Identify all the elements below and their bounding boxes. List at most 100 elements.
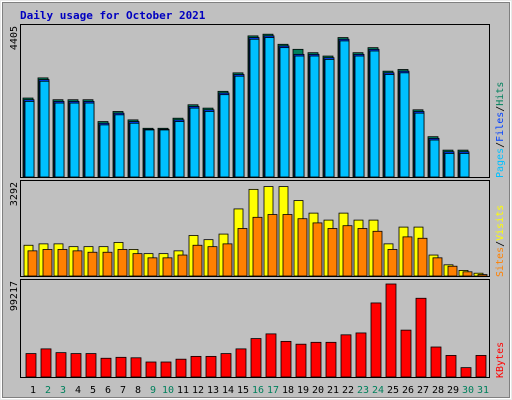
pages-bar-day-1 — [24, 101, 35, 178]
kbytes-bar-day-17 — [265, 333, 277, 378]
pages-bar-day-25 — [384, 74, 395, 178]
pages-bar-day-3 — [54, 102, 65, 178]
day-label-27: 27 — [417, 385, 429, 396]
hits-files-pages-max-label: 4405 — [9, 26, 20, 50]
day-label-9: 9 — [150, 385, 156, 396]
pages-bar-day-7 — [114, 114, 125, 178]
pages-bar-day-22 — [339, 40, 350, 178]
sites-bar-day-28 — [432, 257, 443, 277]
kbytes-bar-day-12 — [190, 355, 202, 378]
visits-sites-max-label: 3292 — [9, 182, 20, 206]
pages-bar-day-24 — [369, 50, 380, 178]
pages-bar-day-17 — [264, 37, 275, 178]
pages-bar-day-4 — [69, 102, 80, 178]
sites-bar-day-15 — [237, 228, 248, 277]
pages-bar-day-11 — [174, 121, 185, 178]
kbytes-bar-day-18 — [280, 340, 292, 378]
chart-title: Daily usage for October 2021 — [20, 9, 206, 22]
day-label-23: 23 — [357, 385, 369, 396]
sites-bar-day-14 — [222, 243, 233, 277]
day-label-24: 24 — [372, 385, 384, 396]
kbytes-bar-day-31 — [475, 355, 487, 378]
hits-files-pages-legend: Pages/Files/Hits — [495, 82, 506, 178]
kbytes-bar-day-28 — [430, 346, 442, 378]
day-label-3: 3 — [60, 385, 66, 396]
day-label-11: 11 — [177, 385, 189, 396]
sites-bar-day-12 — [192, 244, 203, 277]
sites-bar-day-6 — [102, 251, 113, 277]
kbytes-bar-day-5 — [85, 353, 97, 378]
day-label-17: 17 — [267, 385, 279, 396]
sites-bar-day-11 — [177, 254, 188, 277]
day-label-1: 1 — [30, 385, 36, 396]
sites-bar-day-17 — [267, 214, 278, 277]
sites-bar-day-30 — [462, 271, 473, 277]
pages-bar-day-5 — [84, 102, 95, 178]
kbytes-bar-day-16 — [250, 338, 262, 378]
kbytes-bar-day-1 — [25, 353, 37, 378]
day-label-31: 31 — [477, 385, 489, 396]
sites-bar-day-3 — [57, 249, 68, 277]
pages-bar-day-23 — [354, 55, 365, 178]
kbytes-bar-day-29 — [445, 355, 457, 378]
day-label-4: 4 — [75, 385, 81, 396]
kbytes-bar-day-4 — [70, 353, 82, 378]
sites-bar-day-18 — [282, 214, 293, 277]
sites-bar-day-2 — [42, 249, 53, 277]
day-label-13: 13 — [207, 385, 219, 396]
kbytes-bar-day-6 — [100, 357, 112, 378]
kbytes-bar-day-3 — [55, 352, 67, 378]
kbytes-bar-day-9 — [145, 361, 157, 378]
sites-bar-day-8 — [132, 253, 143, 277]
pages-bar-day-21 — [324, 59, 335, 178]
pages-bar-day-13 — [204, 111, 215, 178]
sites-bar-day-16 — [252, 216, 263, 277]
pages-bar-day-12 — [189, 107, 200, 178]
pages-bar-day-9 — [144, 129, 155, 178]
sites-bar-day-13 — [207, 246, 218, 277]
pages-bar-day-30 — [459, 153, 470, 178]
sites-bar-day-9 — [147, 257, 158, 277]
kbytes-bar-day-14 — [220, 353, 232, 378]
kbytes-bar-day-30 — [460, 367, 472, 378]
day-label-8: 8 — [135, 385, 141, 396]
pages-bar-day-8 — [129, 122, 140, 178]
kbytes-panel: 99217 KBytes — [9, 279, 506, 378]
pages-bar-day-28 — [429, 139, 440, 178]
day-label-29: 29 — [447, 385, 459, 396]
kbytes-bar-day-2 — [40, 348, 52, 378]
sites-bar-day-31 — [477, 274, 488, 277]
day-label-7: 7 — [120, 385, 126, 396]
kbytes-max-label: 99217 — [9, 281, 20, 311]
sites-bar-day-23 — [357, 228, 368, 277]
kbytes-bar-day-26 — [400, 329, 412, 378]
kbytes-bar-day-20 — [310, 341, 322, 378]
sites-bar-day-7 — [117, 249, 128, 277]
day-label-5: 5 — [90, 385, 96, 396]
kbytes-bar-day-15 — [235, 348, 247, 378]
kbytes-bar-day-27 — [415, 297, 427, 378]
kbytes-legend: KBytes — [495, 342, 506, 378]
kbytes-bar-day-11 — [175, 358, 187, 378]
pages-bar-day-10 — [159, 129, 170, 178]
pages-bar-day-27 — [414, 112, 425, 178]
day-label-16: 16 — [252, 385, 264, 396]
day-label-12: 12 — [192, 385, 204, 396]
sites-bar-day-1 — [27, 250, 38, 277]
kbytes-bar-day-19 — [295, 343, 307, 378]
pages-bar-day-19 — [294, 55, 305, 178]
pages-bar-day-2 — [39, 80, 50, 178]
day-label-6: 6 — [105, 385, 111, 396]
sites-bar-day-24 — [372, 230, 383, 277]
day-label-2: 2 — [45, 385, 51, 396]
day-label-21: 21 — [327, 385, 339, 396]
kbytes-bar-day-13 — [205, 355, 217, 378]
pages-bar-day-29 — [444, 153, 455, 178]
sites-bar-day-4 — [72, 250, 83, 277]
sites-bar-day-21 — [327, 228, 338, 277]
day-label-30: 30 — [462, 385, 474, 396]
day-label-10: 10 — [162, 385, 174, 396]
kbytes-bar-day-21 — [325, 341, 337, 378]
pages-bar-day-16 — [249, 38, 260, 178]
